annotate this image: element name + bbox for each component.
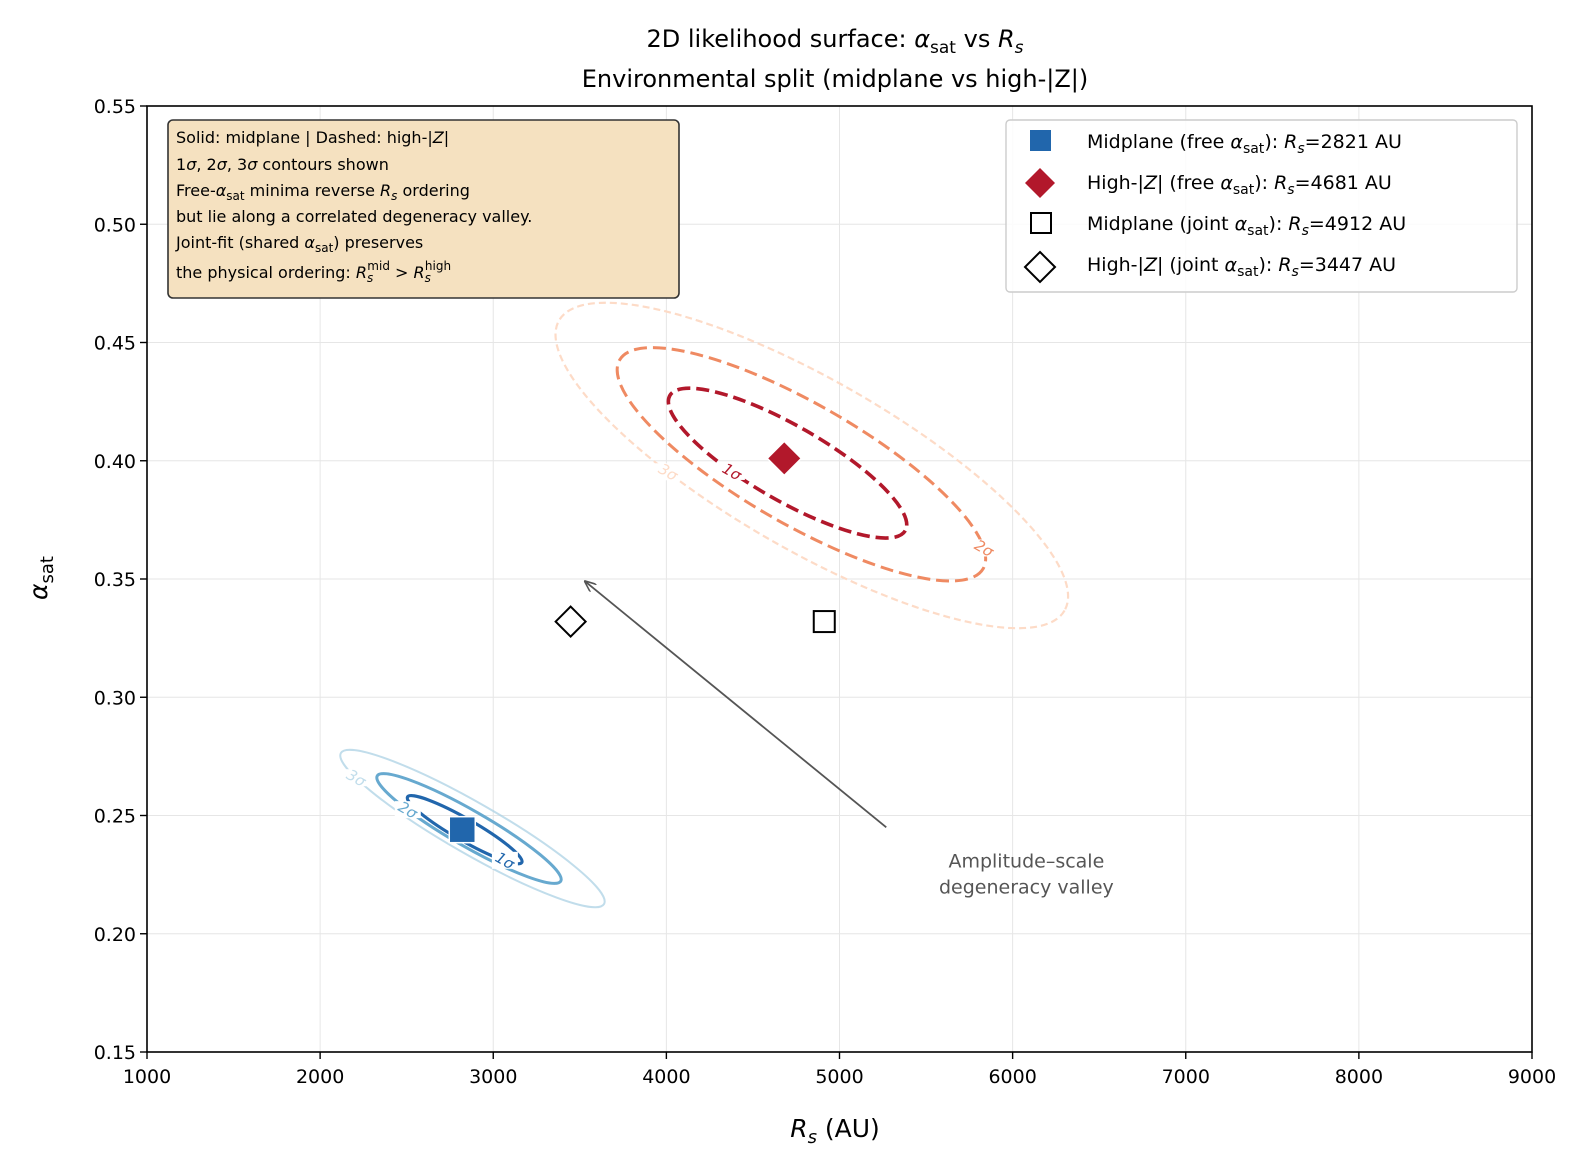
info-line-3: Free-αsat minima reverse Rs ordering [176, 181, 470, 203]
y-tick-label: 0.50 [94, 214, 136, 236]
y-tick-label: 0.55 [94, 96, 136, 118]
y-tick-label: 0.30 [94, 687, 136, 709]
legend-label-midplane-free: Midplane (free αsat): Rs=2821 AU [1087, 131, 1402, 157]
marker-highz-joint [554, 605, 588, 638]
x-tick-label: 5000 [815, 1066, 863, 1088]
info-line-5: Joint-fit (shared αsat) preserves [175, 233, 423, 255]
contour-midplane-2sigma [375, 772, 563, 885]
contour-label-bg [655, 463, 682, 481]
x-tick-label: 4000 [642, 1066, 690, 1088]
likelihood-contours [339, 301, 1070, 909]
annotation-arrow [585, 581, 887, 829]
point-markers [448, 440, 836, 844]
x-tick-label: 2000 [296, 1066, 344, 1088]
contour-label-bg [343, 769, 370, 787]
legend-marker-highz-joint [1023, 250, 1057, 284]
contour-high-z-2sigma [615, 346, 988, 583]
x-tick-label: 9000 [1508, 1066, 1556, 1088]
degeneracy-annotation: Amplitude–scale degeneracy valley [585, 581, 1114, 899]
contour-high-z-3sigma [554, 301, 1070, 630]
y-tick-label: 0.45 [94, 333, 136, 355]
x-axis-label: Rs (AU) [790, 1114, 880, 1148]
marker-highz-free [766, 440, 803, 477]
contour-label-bg [970, 539, 997, 557]
contour-midplane-3sigma [339, 748, 606, 909]
chart-title-line2: Environmental split (midplane vs high-|Z… [582, 65, 1089, 93]
info-line-4: but lie along a correlated degeneracy va… [176, 207, 532, 226]
y-tick-label: 0.20 [94, 924, 136, 946]
info-box: Solid: midplane | Dashed: high-|Z| 1σ, 2… [167, 119, 680, 299]
marker-midplane-joint [812, 610, 836, 634]
x-tick-label: 3000 [469, 1066, 517, 1088]
info-line-6: the physical ordering: Rsmid > Rshigh [176, 259, 451, 285]
info-line-1: Solid: midplane | Dashed: high-|Z| [176, 128, 449, 147]
legend-marker-highz-free [1025, 168, 1055, 198]
contour-label-bg [394, 801, 421, 819]
y-tick-label: 0.35 [94, 569, 136, 591]
legend-marker-midplane-joint [1030, 212, 1052, 234]
y-axis-label: αsat [24, 556, 58, 600]
marker-midplane-free [448, 815, 477, 844]
x-tick-label: 8000 [1335, 1066, 1383, 1088]
x-tick-label: 6000 [988, 1066, 1036, 1088]
annotation-line-2: degeneracy valley [939, 877, 1114, 899]
y-tick-label: 0.15 [94, 1042, 136, 1064]
legend-marker-midplane-free [1030, 130, 1051, 151]
y-axis-ticks: 0.15 0.20 0.25 0.30 0.35 0.40 0.45 0.50 0.55 [94, 96, 147, 1064]
x-tick-label: 7000 [1162, 1066, 1210, 1088]
legend: Midplane (free αsat): Rs=2821 AU High-|Z… [1005, 119, 1518, 293]
y-tick-label: 0.40 [94, 451, 136, 473]
legend-label-highz-free: High-|Z| (free αsat): Rs=4681 AU [1087, 172, 1392, 198]
contour-high-z-1sigma [666, 386, 909, 540]
contour-label-bg [718, 462, 745, 480]
legend-label-midplane-joint: Midplane (joint αsat): Rs=4912 AU [1087, 213, 1406, 239]
info-line-2: 1σ, 2σ, 3σ contours shown [176, 155, 389, 174]
x-axis-ticks: 1000 2000 3000 4000 5000 6000 7000 8000 9000 [123, 1052, 1556, 1088]
chart-title-line1: 2D likelihood surface: αsat vs Rs [646, 25, 1023, 58]
annotation-line-1: Amplitude–scale [948, 851, 1104, 873]
contour-label-bg [491, 851, 518, 869]
x-tick-label: 1000 [123, 1066, 171, 1088]
y-tick-label: 0.25 [94, 806, 136, 828]
